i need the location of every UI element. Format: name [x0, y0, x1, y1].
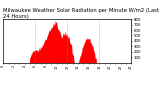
- Text: Milwaukee Weather Solar Radiation per Minute W/m2 (Last 24 Hours): Milwaukee Weather Solar Radiation per Mi…: [3, 8, 159, 19]
